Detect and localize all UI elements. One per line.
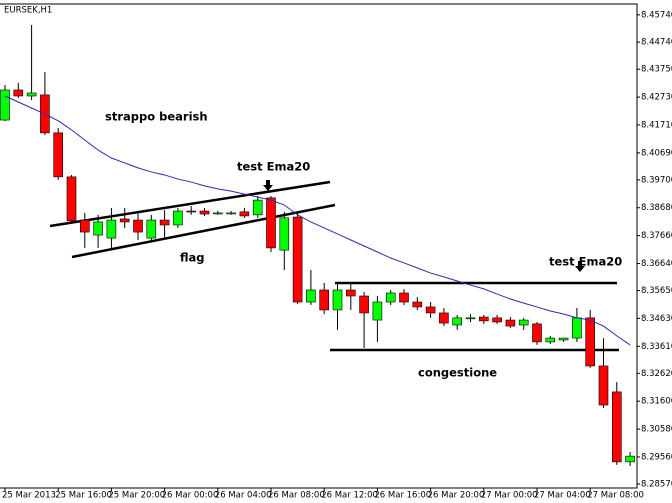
annotation: test Ema20 <box>237 160 310 174</box>
y-tick-label: 8.28570 <box>641 479 672 489</box>
x-tick-label: 25 Mar 20:00 <box>108 491 165 501</box>
candle-body <box>106 219 117 239</box>
candle-body <box>345 289 356 297</box>
candle-body <box>279 217 290 251</box>
candle-body <box>412 301 423 308</box>
candle-body <box>465 317 476 320</box>
candle-body <box>213 212 223 215</box>
candle-body <box>611 391 622 463</box>
x-tick-label: 27 Mar 04:00 <box>534 491 591 501</box>
x-tick-label: 26 Mar 08:00 <box>268 491 325 501</box>
candle-body <box>625 455 635 463</box>
x-tick-label: 26 Mar 04:00 <box>215 491 272 501</box>
candle-body <box>292 216 303 303</box>
arrow <box>263 180 273 191</box>
candle-body <box>399 292 409 303</box>
y-tick-label: 8.44740 <box>641 38 672 48</box>
candle-body <box>13 89 24 97</box>
candle-body <box>26 92 37 97</box>
candle-body <box>119 218 130 223</box>
candle-body <box>53 132 64 178</box>
candle-body <box>306 289 316 303</box>
candle-body <box>558 337 569 341</box>
y-tick-label: 8.39700 <box>641 175 672 185</box>
candle-body <box>319 289 330 311</box>
y-tick-label: 8.42730 <box>641 93 672 103</box>
candle-body <box>359 295 369 314</box>
y-tick-label: 8.30580 <box>641 425 672 435</box>
candle-body <box>452 317 463 326</box>
candle-body <box>425 306 436 314</box>
annotation: test Ema20 <box>549 255 622 269</box>
y-tick-label: 8.38680 <box>641 203 672 213</box>
candle-body <box>505 319 516 327</box>
candle-body <box>385 292 396 303</box>
trendlines <box>49 180 619 352</box>
y-tick-label: 8.35650 <box>641 286 672 296</box>
y-tick-label: 8.37660 <box>641 231 672 241</box>
x-tick-label: 26 Mar 16:00 <box>374 491 431 501</box>
candle-body <box>518 319 529 326</box>
candle-body <box>332 289 343 311</box>
candle-body <box>572 317 582 339</box>
candle-body <box>133 219 143 233</box>
y-tick-label: 8.40690 <box>641 148 672 158</box>
candle-body <box>239 211 250 217</box>
annotation: congestione <box>418 366 497 380</box>
candle-body <box>173 210 183 226</box>
candle-body <box>266 197 276 249</box>
x-tick-label: 27 Mar 08:00 <box>587 491 644 501</box>
candle-body <box>532 323 542 343</box>
x-tick-label: 25 Mar 2013 <box>2 491 56 501</box>
arrows <box>263 180 585 272</box>
arrow <box>575 261 585 272</box>
x-tick-label: 26 Mar 00:00 <box>162 491 219 501</box>
flag-upper <box>49 180 331 228</box>
y-tick-label: 8.34630 <box>641 314 672 324</box>
y-tick-label: 8.32620 <box>641 369 672 379</box>
candle-body <box>93 221 103 236</box>
candle-body <box>199 210 210 215</box>
y-tick-label: 8.36640 <box>641 259 672 269</box>
x-tick-label: 26 Mar 12:00 <box>321 491 378 501</box>
candle-body <box>492 317 502 323</box>
candle-body <box>0 89 10 121</box>
candle-body <box>439 312 449 324</box>
candle-body <box>66 176 77 222</box>
x-tick-label: 27 Mar 00:00 <box>481 491 538 501</box>
annotation: strappo bearish <box>105 110 208 124</box>
y-tick-label: 8.45740 <box>641 10 672 20</box>
candle-body <box>585 317 596 367</box>
candle-body <box>146 219 157 239</box>
flag-lower <box>71 203 336 259</box>
y-tick-label: 8.29560 <box>641 452 672 462</box>
x-tick-label: 26 Mar 20:00 <box>428 491 485 501</box>
y-tick-label: 8.33610 <box>641 342 672 352</box>
candle-body <box>598 365 609 406</box>
candle-body <box>252 199 263 216</box>
candle-body <box>226 212 236 215</box>
candle-body <box>80 219 90 233</box>
y-tick-label: 8.41710 <box>641 120 672 130</box>
annotation: flag <box>180 251 205 265</box>
candle-body <box>159 219 170 226</box>
candle-body <box>372 301 383 321</box>
ema-line <box>4 95 631 346</box>
chart-title: EURSEK,H1 <box>4 6 52 16</box>
y-tick-label: 8.43750 <box>641 65 672 75</box>
candle-body <box>186 210 196 213</box>
x-tick-label: 25 Mar 16:00 <box>55 491 112 501</box>
y-tick-label: 8.31600 <box>641 397 672 407</box>
candle-body <box>545 337 556 343</box>
candle-body <box>478 316 489 322</box>
plot-frame <box>0 3 638 489</box>
